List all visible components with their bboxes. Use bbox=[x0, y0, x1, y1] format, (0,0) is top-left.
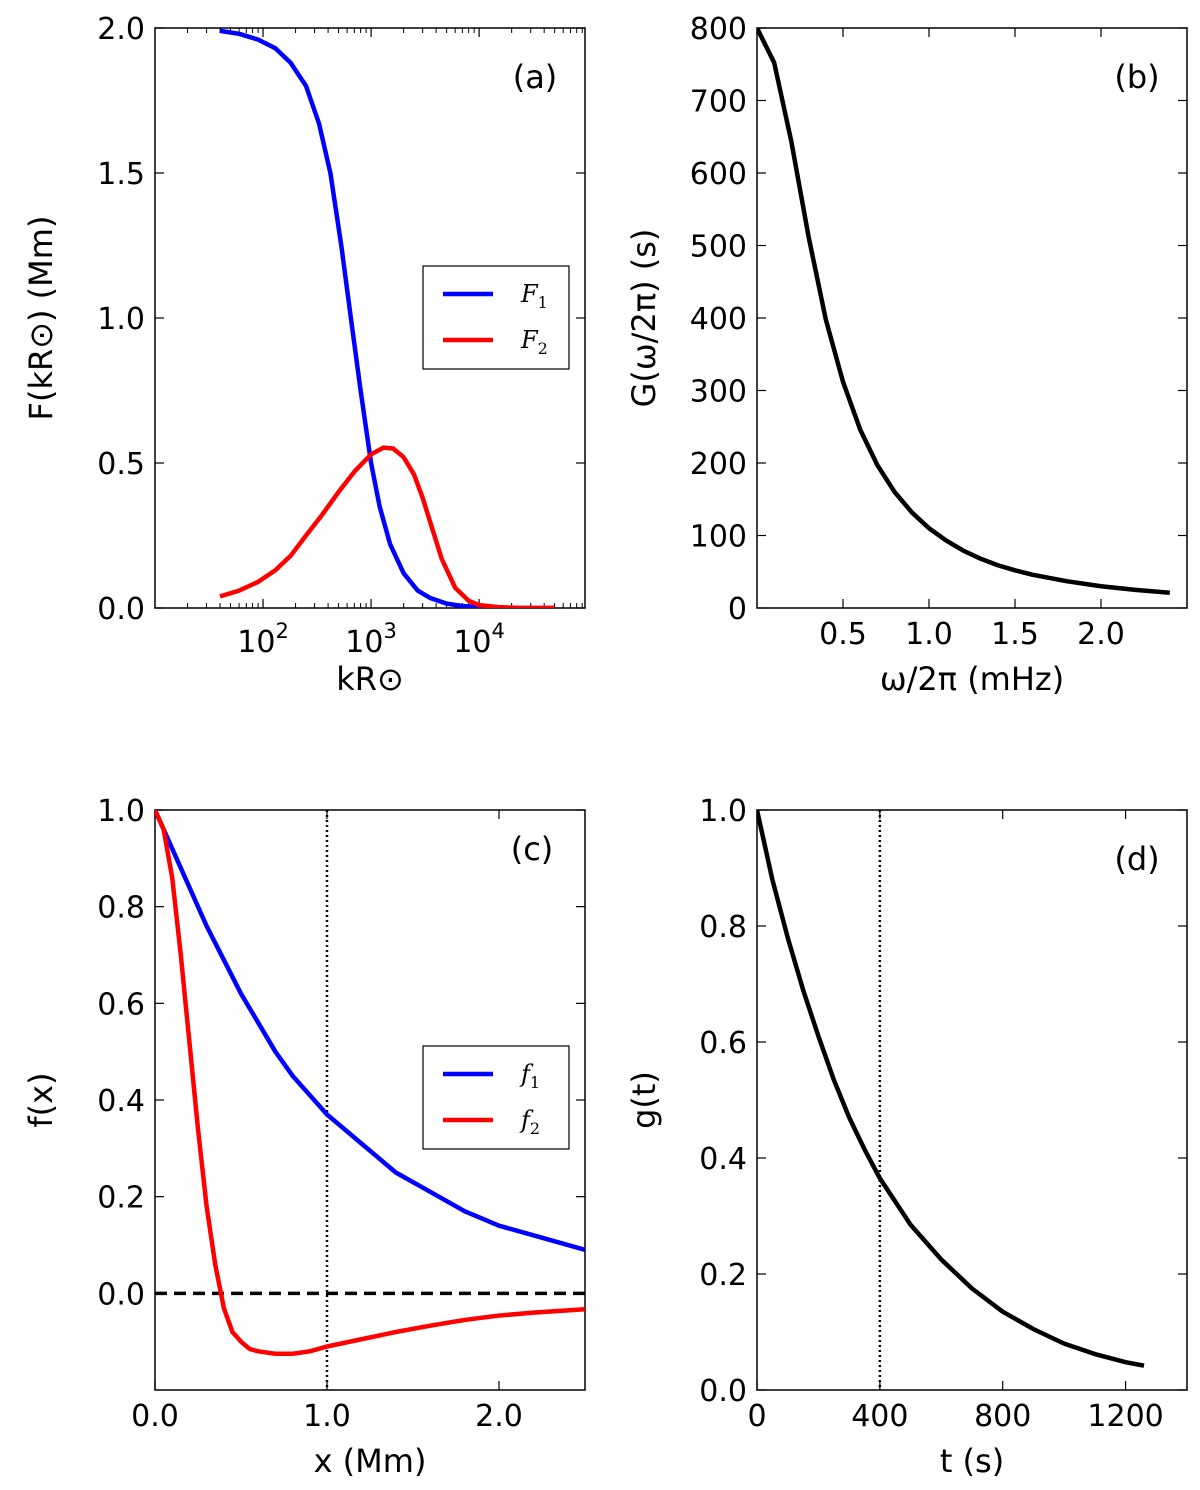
y-tick-label: 1.0 bbox=[97, 794, 145, 829]
x-tick-label: 1200 bbox=[1087, 1399, 1163, 1434]
x-tick-label: 1.5 bbox=[991, 617, 1039, 652]
y-axis-label: F(kR⊙) (Mm) bbox=[22, 216, 60, 421]
y-tick-label: 0.6 bbox=[699, 1026, 747, 1061]
panel-label: (c) bbox=[511, 830, 554, 868]
y-tick-label: 0.8 bbox=[699, 910, 747, 945]
y-tick-label: 0.5 bbox=[97, 447, 145, 482]
y-tick-label: 0.2 bbox=[97, 1181, 145, 1216]
series-line-F1 bbox=[219, 28, 555, 608]
y-tick-label: 700 bbox=[690, 85, 747, 120]
y-tick-label: 1.0 bbox=[699, 794, 747, 829]
x-tick-label: 1.0 bbox=[303, 1399, 351, 1434]
panel-label: (b) bbox=[1114, 58, 1159, 96]
x-tick-label: 400 bbox=[851, 1399, 908, 1434]
y-tick-label: 0.4 bbox=[97, 1084, 145, 1119]
panel-a: 102 103 104 0.0 0.5 1.0 1.5 2.0 (a) F1 F2 kR⊙ F(kR⊙)… bbox=[22, 12, 586, 698]
y-tick-label: 1.0 bbox=[97, 302, 145, 337]
x-tick-label: 102 bbox=[237, 619, 289, 660]
y-tick-label: 0.2 bbox=[699, 1258, 747, 1293]
x-axis-label: t (s) bbox=[940, 1442, 1004, 1480]
series-line-f1 bbox=[155, 810, 585, 1252]
x-axis-label: x (Mm) bbox=[314, 1442, 427, 1480]
x-tick-label: 0 bbox=[747, 1399, 766, 1434]
x-tick-label: 0.0 bbox=[131, 1399, 179, 1434]
series-line-F2 bbox=[219, 445, 555, 608]
y-tick-label: 400 bbox=[690, 302, 747, 337]
y-axis-label: g(t) bbox=[625, 1071, 663, 1129]
series-line-g bbox=[757, 810, 1145, 1368]
y-tick-label: 0.0 bbox=[97, 1277, 145, 1312]
x-axis-label: kR⊙ bbox=[336, 660, 404, 698]
y-tick-label: 300 bbox=[690, 375, 747, 410]
legend-label-F1: F1 bbox=[520, 280, 548, 312]
x-tick-label: 104 bbox=[453, 619, 505, 660]
y-tick-label: 800 bbox=[690, 12, 747, 47]
y-tick-label: 500 bbox=[690, 230, 747, 265]
panel-label: (d) bbox=[1114, 840, 1159, 878]
x-tick-label: 0.5 bbox=[819, 617, 867, 652]
panel-label: (a) bbox=[513, 58, 558, 96]
y-tick-label: 200 bbox=[690, 447, 747, 482]
y-axis-label: G(ω/2π) (s) bbox=[625, 229, 663, 408]
y-tick-label: 0.0 bbox=[97, 592, 145, 627]
y-tick-label: 0 bbox=[728, 592, 747, 627]
plot-frame bbox=[756, 27, 1188, 609]
x-tick-label: 800 bbox=[974, 1399, 1031, 1434]
legend-box bbox=[422, 1045, 570, 1150]
y-tick-label: 100 bbox=[690, 520, 747, 555]
y-tick-label: 2.0 bbox=[97, 12, 145, 47]
panel-b: 0.5 1.0 1.5 2.0 0 100 200 300 400 500 600 700 800 (b)… bbox=[625, 12, 1188, 698]
x-axis-label: ω/2π (mHz) bbox=[880, 660, 1064, 698]
y-tick-label: 0.6 bbox=[97, 987, 145, 1022]
panel-d: 0 400 800 1200 0.0 0.2 0.4 0.6 0.8 1.0 (d) t (s) g(t… bbox=[625, 794, 1188, 1480]
x-tick-label: 2.0 bbox=[475, 1399, 523, 1434]
x-tick-label: 2.0 bbox=[1077, 617, 1125, 652]
y-tick-label: 0.0 bbox=[699, 1374, 747, 1409]
y-tick-label: 600 bbox=[690, 157, 747, 192]
x-tick-label: 103 bbox=[345, 619, 397, 660]
y-tick-label: 1.5 bbox=[97, 157, 145, 192]
plot-frame bbox=[756, 809, 1188, 1391]
y-tick-label: 0.8 bbox=[97, 891, 145, 926]
legend-box bbox=[422, 265, 570, 370]
x-tick-label: 1.0 bbox=[905, 617, 953, 652]
y-tick-label: 0.4 bbox=[699, 1142, 747, 1177]
series-line-f2 bbox=[155, 810, 585, 1356]
y-axis-label: f(x) bbox=[22, 1072, 60, 1127]
series-line-G bbox=[757, 28, 1170, 596]
legend-label-F2: F2 bbox=[520, 326, 548, 358]
